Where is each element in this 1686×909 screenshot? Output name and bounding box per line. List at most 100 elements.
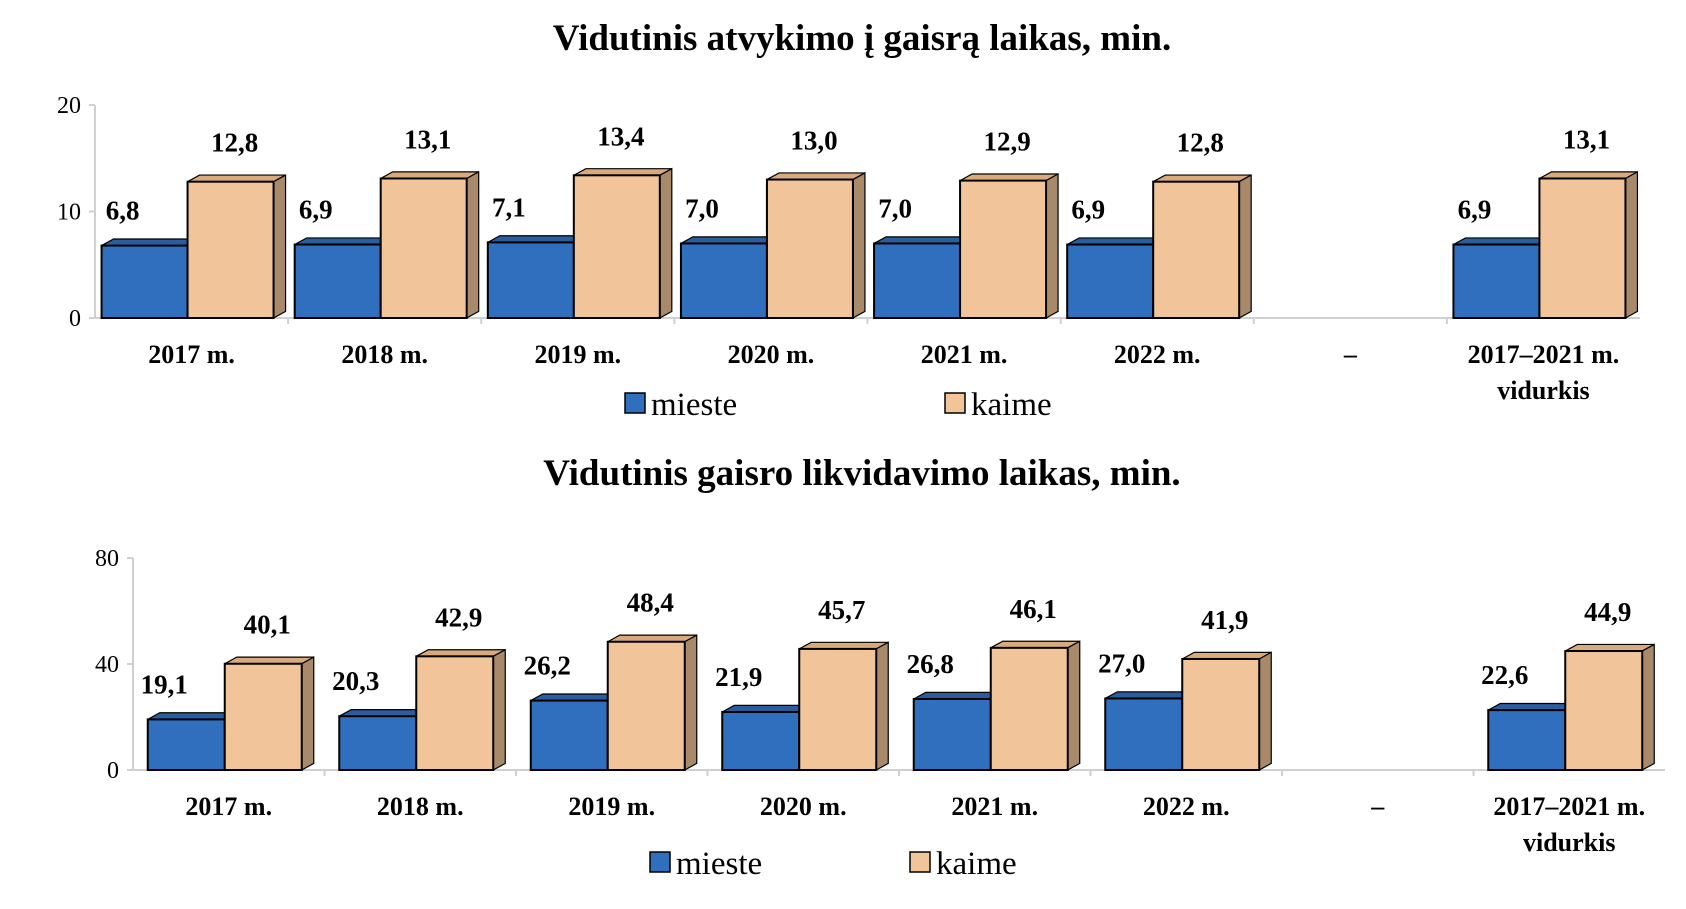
bar-mieste — [1066, 236, 1166, 320]
bar-front-face — [1538, 177, 1627, 319]
bar-front-face — [679, 242, 768, 319]
chart-2: Vidutinis gaisro likvidavimo laikas, min… — [95, 453, 1665, 882]
bar-mieste — [293, 236, 394, 320]
bar-side-face — [1624, 170, 1639, 320]
bar-front-face — [379, 177, 468, 319]
bar-side-face — [1238, 174, 1252, 320]
data-label: 22,6 — [1481, 660, 1528, 690]
data-label: 13,4 — [597, 121, 644, 151]
legend-swatch — [649, 851, 671, 873]
bar-front-face — [798, 647, 878, 772]
bar-front-face — [1066, 243, 1155, 319]
data-label: 44,9 — [1584, 597, 1631, 627]
bar-side-face — [1067, 640, 1081, 772]
bar-front-face — [606, 640, 686, 771]
y-tick-label: 0 — [107, 758, 119, 784]
bar-front-face — [529, 699, 609, 772]
data-label: 6,9 — [299, 195, 333, 225]
bar-kaime — [1538, 170, 1639, 320]
legend: mieste kaime — [649, 846, 1017, 882]
bar-side-face — [466, 170, 480, 320]
bar-front-face — [721, 710, 801, 772]
bar-side-face — [684, 634, 698, 772]
bar-front-face — [765, 178, 854, 319]
bar-front-face — [873, 242, 962, 319]
data-label: 41,9 — [1201, 605, 1248, 635]
bar-kaime — [186, 174, 287, 320]
data-label: 45,7 — [818, 595, 865, 625]
data-label: 13,1 — [1563, 124, 1610, 154]
bar-front-face — [572, 174, 661, 319]
data-label: 6,9 — [1458, 195, 1492, 225]
data-label: 40,1 — [244, 610, 291, 640]
y-tick-label: 10 — [57, 200, 81, 226]
bar-kaime — [1152, 174, 1252, 320]
bar-front-face — [959, 179, 1048, 319]
bar-mieste — [873, 235, 973, 320]
bar-kaime — [606, 634, 698, 772]
y-tick-label: 40 — [95, 652, 119, 678]
bar-front-face — [223, 662, 303, 771]
bar-mieste — [1104, 690, 1195, 772]
bar-side-face — [492, 648, 506, 772]
y-tick-label: 0 — [69, 306, 81, 332]
legend-label: mieste — [676, 846, 762, 882]
bar-mieste — [146, 711, 238, 772]
bar-kaime — [959, 173, 1059, 320]
bar-kaime — [1181, 651, 1272, 772]
y-tick-label: 20 — [57, 93, 81, 119]
legend: mieste kaime — [624, 387, 1052, 423]
data-label: 26,8 — [907, 649, 954, 679]
x-tick-label: 2020 m. — [728, 340, 815, 369]
bar-mieste — [100, 237, 201, 320]
data-label: 26,2 — [524, 651, 571, 681]
x-tick-label: 2022 m. — [1114, 340, 1201, 369]
bar-kaime — [765, 171, 866, 320]
data-label: 19,1 — [141, 669, 188, 699]
bar-side-face — [1258, 651, 1272, 772]
legend-swatch — [909, 851, 931, 873]
bar-front-face — [486, 241, 575, 319]
x-tick-label: 2017 m. — [185, 792, 272, 821]
bar-mieste — [1452, 236, 1553, 320]
data-label: 7,0 — [685, 193, 719, 223]
x-tick-label: 2017–2021 m. — [1493, 792, 1645, 821]
bar-front-face — [1181, 657, 1261, 772]
bar-side-face — [1641, 643, 1655, 772]
bar-mieste — [721, 704, 812, 772]
bar-kaime — [415, 648, 506, 772]
bar-side-face — [272, 174, 287, 320]
x-tick-label: – — [1370, 792, 1385, 821]
data-label: 27,0 — [1098, 648, 1145, 678]
bar-mieste — [1487, 702, 1578, 772]
x-tick-label: vidurkis — [1497, 376, 1590, 405]
chart-title: Vidutinis gaisro likvidavimo laikas, min… — [543, 453, 1180, 494]
data-label: 20,3 — [332, 666, 379, 696]
data-label: 13,1 — [404, 124, 451, 154]
bar-mieste — [338, 708, 429, 772]
bar-front-face — [989, 646, 1069, 772]
bar-mieste — [679, 235, 780, 320]
x-tick-label: – — [1343, 340, 1358, 369]
bar-front-face — [186, 180, 275, 319]
data-label: 12,8 — [211, 128, 258, 158]
legend-swatch — [624, 392, 646, 414]
x-tick-label: 2019 m. — [568, 792, 655, 821]
bar-kaime — [1564, 643, 1655, 772]
bar-front-face — [1152, 180, 1241, 319]
legend-swatch — [944, 392, 966, 414]
legend-label: kaime — [971, 387, 1052, 423]
data-label: 42,9 — [435, 602, 482, 632]
bar-front-face — [415, 655, 495, 771]
x-tick-label: vidurkis — [1523, 828, 1616, 857]
x-tick-label: 2018 m. — [341, 340, 428, 369]
bar-kaime — [572, 167, 673, 320]
data-label: 6,9 — [1071, 195, 1105, 225]
bar-front-face — [1452, 243, 1541, 319]
bar-kaime — [379, 170, 480, 320]
x-tick-label: 2017–2021 m. — [1468, 340, 1620, 369]
x-tick-label: 2022 m. — [1143, 792, 1230, 821]
data-label: 13,0 — [790, 126, 837, 156]
x-tick-label: 2019 m. — [534, 340, 621, 369]
